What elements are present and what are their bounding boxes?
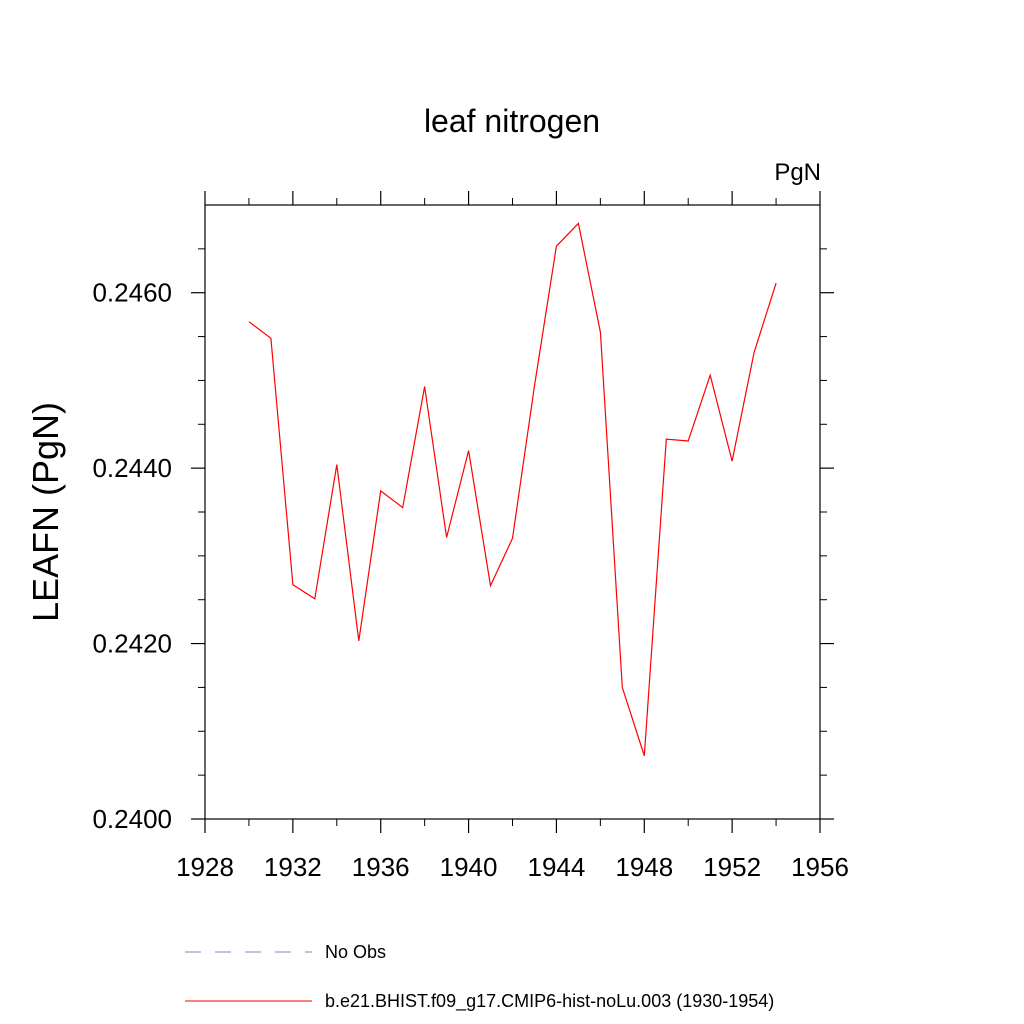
x-tick-label: 1940 (440, 852, 498, 882)
x-tick-label: 1936 (352, 852, 410, 882)
plot-frame (204, 204, 821, 820)
x-tick-label: 1932 (264, 852, 322, 882)
x-tick-label: 1956 (791, 852, 849, 882)
legend: No Obs b.e21.BHIST.f09_g17.CMIP6-hist-noL… (185, 942, 774, 1012)
axis-ticks: 1928 1932 1936 1940 1944 1948 1952 1956 0.2400 0.… (92, 191, 849, 882)
x-tick-label: 1948 (615, 852, 673, 882)
y-tick-label: 0.2460 (92, 278, 172, 308)
units-label: PgN (774, 159, 821, 186)
legend-label: No Obs (325, 942, 386, 962)
y-axis-label: LEAFN (PgN) (25, 402, 66, 622)
y-tick-label: 0.2420 (92, 629, 172, 659)
x-tick-label: 1928 (176, 852, 234, 882)
legend-label: b.e21.BHIST.f09_g17.CMIP6-hist-noLu.003 … (325, 991, 774, 1012)
x-tick-label: 1944 (528, 852, 586, 882)
y-tick-label: 0.2440 (92, 453, 172, 483)
series-line (248, 222, 777, 756)
y-tick-label: 0.2400 (92, 804, 172, 834)
x-tick-label: 1952 (703, 852, 761, 882)
series-layer (248, 222, 777, 756)
chart-title: leaf nitrogen (424, 103, 600, 139)
